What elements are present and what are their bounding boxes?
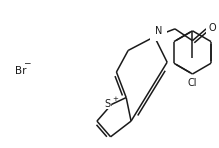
Text: −: − [23, 58, 30, 67]
Text: N: N [155, 26, 162, 36]
Text: Cl: Cl [188, 78, 197, 88]
Text: S: S [104, 99, 111, 109]
Text: Br: Br [15, 66, 27, 76]
Text: +: + [113, 95, 118, 102]
Text: O: O [209, 23, 216, 33]
